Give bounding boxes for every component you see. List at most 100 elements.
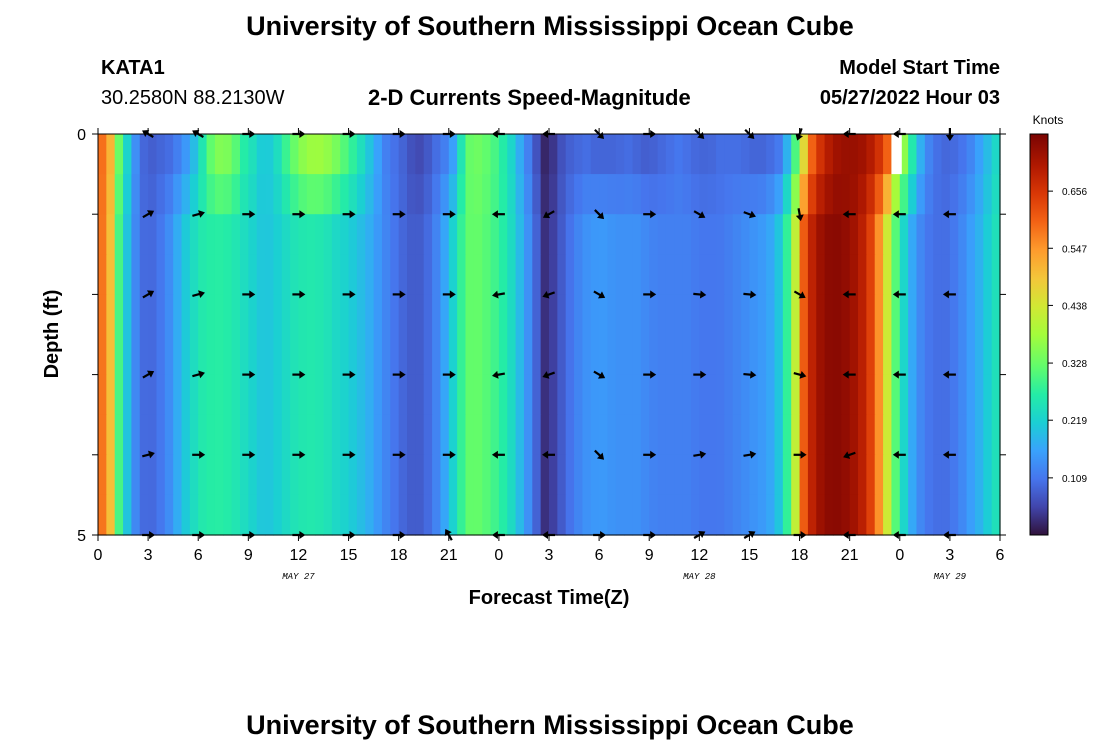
heat-cell <box>949 254 959 295</box>
heat-cell <box>991 254 1001 295</box>
heat-cell <box>766 134 776 175</box>
current-arrow <box>192 370 205 379</box>
arrow-head <box>492 370 499 379</box>
heat-cell <box>265 254 274 295</box>
heat-cell <box>849 494 859 536</box>
heat-cell <box>306 174 316 215</box>
current-arrow <box>795 127 804 141</box>
heat-cell <box>131 214 141 255</box>
heat-cell <box>440 174 450 215</box>
heat-cell <box>816 134 826 175</box>
x-tick-label: 6 <box>996 547 1005 564</box>
heat-cell <box>198 294 208 336</box>
heat-cell <box>189 294 199 336</box>
heat-cell <box>465 134 475 175</box>
current-arrow <box>492 370 505 379</box>
heat-cell <box>298 134 308 175</box>
axes: 0 3 6 9 12 15 18 21 0 3 6 9 12 15 18 21 0 3 6 MAY 27 MAY 28 M… <box>77 127 1006 582</box>
heat-cell <box>908 494 918 536</box>
heat-cell <box>239 254 249 295</box>
heat-cell <box>457 294 467 336</box>
heat-cell <box>139 494 149 536</box>
heat-cell <box>348 414 358 456</box>
heat-cell <box>139 134 149 175</box>
heat-cell <box>549 414 558 456</box>
heat-cell <box>757 414 767 456</box>
heat-cell <box>899 414 909 456</box>
heat-cell <box>599 134 609 175</box>
x-axis-label: Forecast Time(Z) <box>469 587 630 609</box>
heat-cell <box>482 254 492 295</box>
heat-cell <box>674 454 684 496</box>
heat-cell <box>340 454 350 496</box>
heat-cell <box>824 134 834 175</box>
heat-cell <box>832 254 842 295</box>
current-arrow <box>593 290 606 299</box>
heat-cell <box>782 454 792 496</box>
heat-cell <box>958 134 968 175</box>
heat-cell <box>674 134 684 175</box>
heat-cell <box>749 454 759 496</box>
heat-cell <box>632 374 642 416</box>
heat-cell <box>749 174 759 215</box>
heat-cell <box>716 254 725 295</box>
heat-cell <box>540 214 550 255</box>
arrow-head <box>892 210 899 219</box>
heat-cell <box>306 214 316 255</box>
heat-cell <box>807 174 817 215</box>
heat-cell <box>273 294 283 336</box>
heat-cell <box>381 334 391 376</box>
heat-cell <box>498 494 508 536</box>
arrow-head <box>842 370 849 379</box>
heat-cell <box>716 414 725 456</box>
current-arrow <box>142 450 155 459</box>
arrow-head <box>491 450 498 459</box>
heat-cell <box>265 214 274 255</box>
heat-cell <box>582 134 592 175</box>
heat-cell <box>98 134 107 175</box>
heat-cell <box>407 134 416 175</box>
heat-cell <box>290 414 300 456</box>
heat-cell <box>523 374 533 416</box>
heat-cell <box>365 374 375 416</box>
heat-cell <box>281 334 291 376</box>
heat-cell <box>490 414 500 456</box>
heat-cell <box>749 494 759 536</box>
heat-cell <box>766 414 776 456</box>
heat-cell <box>248 134 258 175</box>
current-arrow <box>242 370 256 379</box>
heat-cell <box>315 414 325 456</box>
heat-cell <box>398 374 408 416</box>
heat-cell <box>306 334 316 376</box>
heat-cell <box>949 134 959 175</box>
heat-cell <box>507 494 517 536</box>
heat-cell <box>849 214 859 255</box>
heat-cell <box>724 334 734 376</box>
current-arrow <box>594 449 605 460</box>
heat-cell <box>465 494 475 536</box>
heat-cell <box>390 134 400 175</box>
current-arrow <box>442 370 456 379</box>
heat-cell <box>482 334 492 376</box>
heat-cell <box>540 494 550 536</box>
heat-cell <box>841 294 851 336</box>
heat-cell <box>523 454 533 496</box>
heat-cell <box>457 134 467 175</box>
heat-cell <box>908 214 918 255</box>
heat-cell <box>156 214 166 255</box>
heat-cell <box>824 294 834 336</box>
heat-cell <box>131 294 141 336</box>
heat-cell <box>741 134 751 175</box>
heat-cell <box>774 454 784 496</box>
arrow-head <box>399 210 406 219</box>
heat-cell <box>398 414 408 456</box>
heat-cell <box>632 494 642 536</box>
heat-cell <box>933 454 943 496</box>
heat-cell <box>114 174 124 215</box>
heat-cell <box>540 414 550 456</box>
current-arrow <box>942 210 956 219</box>
heat-cell <box>941 174 951 215</box>
heat-cell <box>782 294 792 336</box>
heat-cell <box>841 494 851 536</box>
heat-cell <box>98 494 107 536</box>
